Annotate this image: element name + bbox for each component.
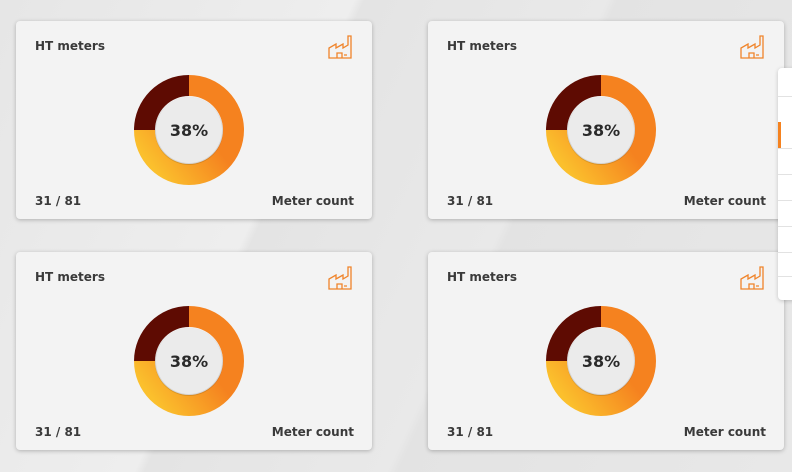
donut-segment bbox=[134, 306, 189, 361]
icon-shape bbox=[740, 266, 764, 290]
meter-caption: Meter count bbox=[271, 425, 354, 439]
donut-chart: 38% bbox=[546, 266, 764, 416]
meter-caption: Meter count bbox=[683, 425, 766, 439]
percent-label: 38% bbox=[170, 352, 208, 371]
divider bbox=[778, 226, 792, 227]
meter-card: 38% HT meters 31 / 81 Meter count bbox=[16, 21, 372, 219]
divider bbox=[778, 252, 792, 253]
icon-shape bbox=[328, 266, 352, 290]
divider bbox=[778, 148, 792, 149]
card-title: HT meters bbox=[447, 39, 517, 53]
factory-icon bbox=[328, 266, 352, 290]
percent-label: 38% bbox=[170, 121, 208, 140]
meter-card: 38% HT meters 31 / 81 Meter count bbox=[428, 21, 784, 219]
donut-center bbox=[156, 97, 222, 163]
donut-segment bbox=[134, 75, 244, 185]
meter-card: 38% HT meters 31 / 81 Meter count bbox=[16, 252, 372, 450]
donut-chart: 38% bbox=[134, 266, 352, 416]
donut-segment bbox=[546, 75, 601, 130]
donut-segment bbox=[546, 306, 656, 416]
card-title: HT meters bbox=[35, 270, 105, 284]
divider bbox=[778, 200, 792, 201]
side-panel bbox=[778, 68, 792, 300]
divider bbox=[778, 96, 792, 97]
percent-label: 38% bbox=[582, 121, 620, 140]
factory-icon bbox=[740, 35, 764, 59]
meter-fraction: 31 / 81 bbox=[447, 194, 494, 208]
donut-chart: 38% bbox=[546, 35, 764, 185]
donut-segment bbox=[134, 75, 189, 130]
meter-card: 38% HT meters 31 / 81 Meter count bbox=[428, 252, 784, 450]
factory-icon bbox=[328, 35, 352, 59]
meter-fraction: 31 / 81 bbox=[35, 194, 82, 208]
donut-segment bbox=[546, 306, 601, 361]
meter-fraction: 31 / 81 bbox=[35, 425, 82, 439]
active-marker bbox=[778, 122, 781, 148]
icon-shape bbox=[740, 35, 764, 59]
divider bbox=[778, 174, 792, 175]
donut-center bbox=[568, 97, 634, 163]
donut-segment bbox=[134, 306, 244, 416]
donut-segment bbox=[546, 75, 656, 185]
donut-center bbox=[568, 328, 634, 394]
donut-chart: 38% bbox=[134, 35, 352, 185]
meter-caption: Meter count bbox=[683, 194, 766, 208]
meter-caption: Meter count bbox=[271, 194, 354, 208]
donut-center bbox=[156, 328, 222, 394]
card-title: HT meters bbox=[35, 39, 105, 53]
factory-icon bbox=[740, 266, 764, 290]
percent-label: 38% bbox=[582, 352, 620, 371]
icon-shape bbox=[328, 35, 352, 59]
card-title: HT meters bbox=[447, 270, 517, 284]
meter-fraction: 31 / 81 bbox=[447, 425, 494, 439]
divider bbox=[778, 276, 792, 277]
